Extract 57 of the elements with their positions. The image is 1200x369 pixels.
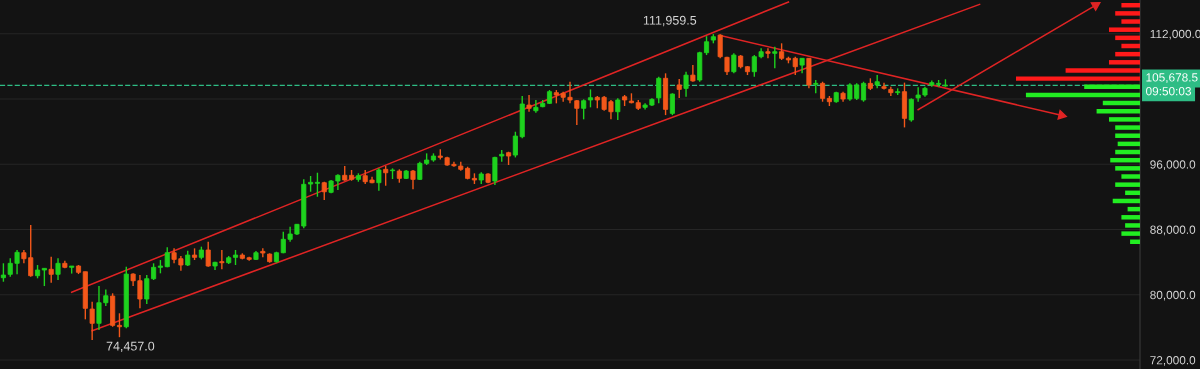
bar xyxy=(1115,133,1140,138)
candlestick xyxy=(820,81,826,103)
text: 09:50:03 xyxy=(1146,87,1191,96)
candlestick xyxy=(116,312,122,338)
bar xyxy=(1109,27,1140,32)
candlestick xyxy=(683,71,689,98)
ref-line-label: 105,678.5 xyxy=(1146,73,1198,83)
candlestick xyxy=(717,33,723,60)
bar xyxy=(1110,157,1140,163)
annotation: 74,457.0 xyxy=(106,341,155,353)
bar xyxy=(1016,76,1140,81)
bar xyxy=(1121,231,1140,236)
bar xyxy=(1121,215,1140,220)
bar xyxy=(1109,60,1140,65)
candlestick xyxy=(731,52,737,75)
candlestick xyxy=(48,256,54,284)
candlestick xyxy=(526,94,532,113)
candlestick xyxy=(703,35,710,56)
annotation: 111,959.5 xyxy=(643,15,697,27)
candlestick xyxy=(615,97,621,121)
bar xyxy=(1121,43,1140,49)
candlestick xyxy=(314,172,320,198)
bar xyxy=(1121,2,1140,8)
candlestick xyxy=(55,257,61,281)
bar xyxy=(1065,68,1140,73)
bar xyxy=(1115,35,1140,41)
bar xyxy=(1125,190,1140,196)
y-tick-label: 88,000.0 xyxy=(1150,225,1196,236)
candlestick xyxy=(676,78,682,99)
candlestick xyxy=(581,98,587,121)
candlestick xyxy=(533,99,539,114)
y-tick-label: 96,000.0 xyxy=(1150,160,1196,171)
candlestick xyxy=(219,249,225,271)
candlestick xyxy=(772,45,778,70)
bar xyxy=(1115,11,1140,16)
candlestick xyxy=(205,241,211,268)
bar xyxy=(1125,223,1140,228)
y-tick-label: 112,000.0 xyxy=(1150,29,1200,40)
bar xyxy=(1115,166,1140,171)
candlestick xyxy=(908,97,914,123)
candlestick xyxy=(492,155,498,186)
bar xyxy=(1121,19,1140,24)
bar xyxy=(1121,174,1140,179)
bar xyxy=(1115,149,1140,155)
bar xyxy=(1115,125,1140,130)
candlestick xyxy=(376,167,382,192)
candlestick xyxy=(669,92,675,116)
candlestick xyxy=(861,81,867,103)
candlestick xyxy=(765,47,771,60)
y-tick-label: 72,000.0 xyxy=(1150,356,1196,366)
candlestick xyxy=(656,76,662,105)
bar xyxy=(1115,182,1140,187)
bar xyxy=(1109,117,1140,122)
candlestick xyxy=(383,165,389,187)
bar xyxy=(1115,51,1140,57)
y-tick-label: 80,000.0 xyxy=(1150,290,1196,301)
candlestick xyxy=(792,55,798,76)
